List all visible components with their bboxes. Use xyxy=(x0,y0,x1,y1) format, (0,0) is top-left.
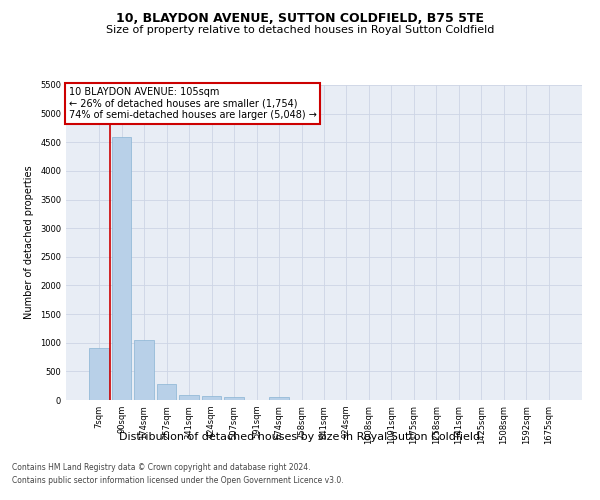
Bar xyxy=(112,136,131,400)
Text: Size of property relative to detached houses in Royal Sutton Coldfield: Size of property relative to detached ho… xyxy=(106,25,494,35)
Text: Contains public sector information licensed under the Open Government Licence v3: Contains public sector information licen… xyxy=(12,476,344,485)
Text: 10, BLAYDON AVENUE, SUTTON COLDFIELD, B75 5TE: 10, BLAYDON AVENUE, SUTTON COLDFIELD, B7… xyxy=(116,12,484,26)
Y-axis label: Number of detached properties: Number of detached properties xyxy=(25,166,34,320)
Bar xyxy=(224,396,244,400)
Bar xyxy=(89,348,109,400)
Text: Distribution of detached houses by size in Royal Sutton Coldfield: Distribution of detached houses by size … xyxy=(119,432,481,442)
Bar xyxy=(157,384,176,400)
Text: 10 BLAYDON AVENUE: 105sqm
← 26% of detached houses are smaller (1,754)
74% of se: 10 BLAYDON AVENUE: 105sqm ← 26% of detac… xyxy=(68,86,316,120)
Text: Contains HM Land Registry data © Crown copyright and database right 2024.: Contains HM Land Registry data © Crown c… xyxy=(12,464,311,472)
Bar xyxy=(269,397,289,400)
Bar xyxy=(179,396,199,400)
Bar xyxy=(202,396,221,400)
Bar xyxy=(134,340,154,400)
